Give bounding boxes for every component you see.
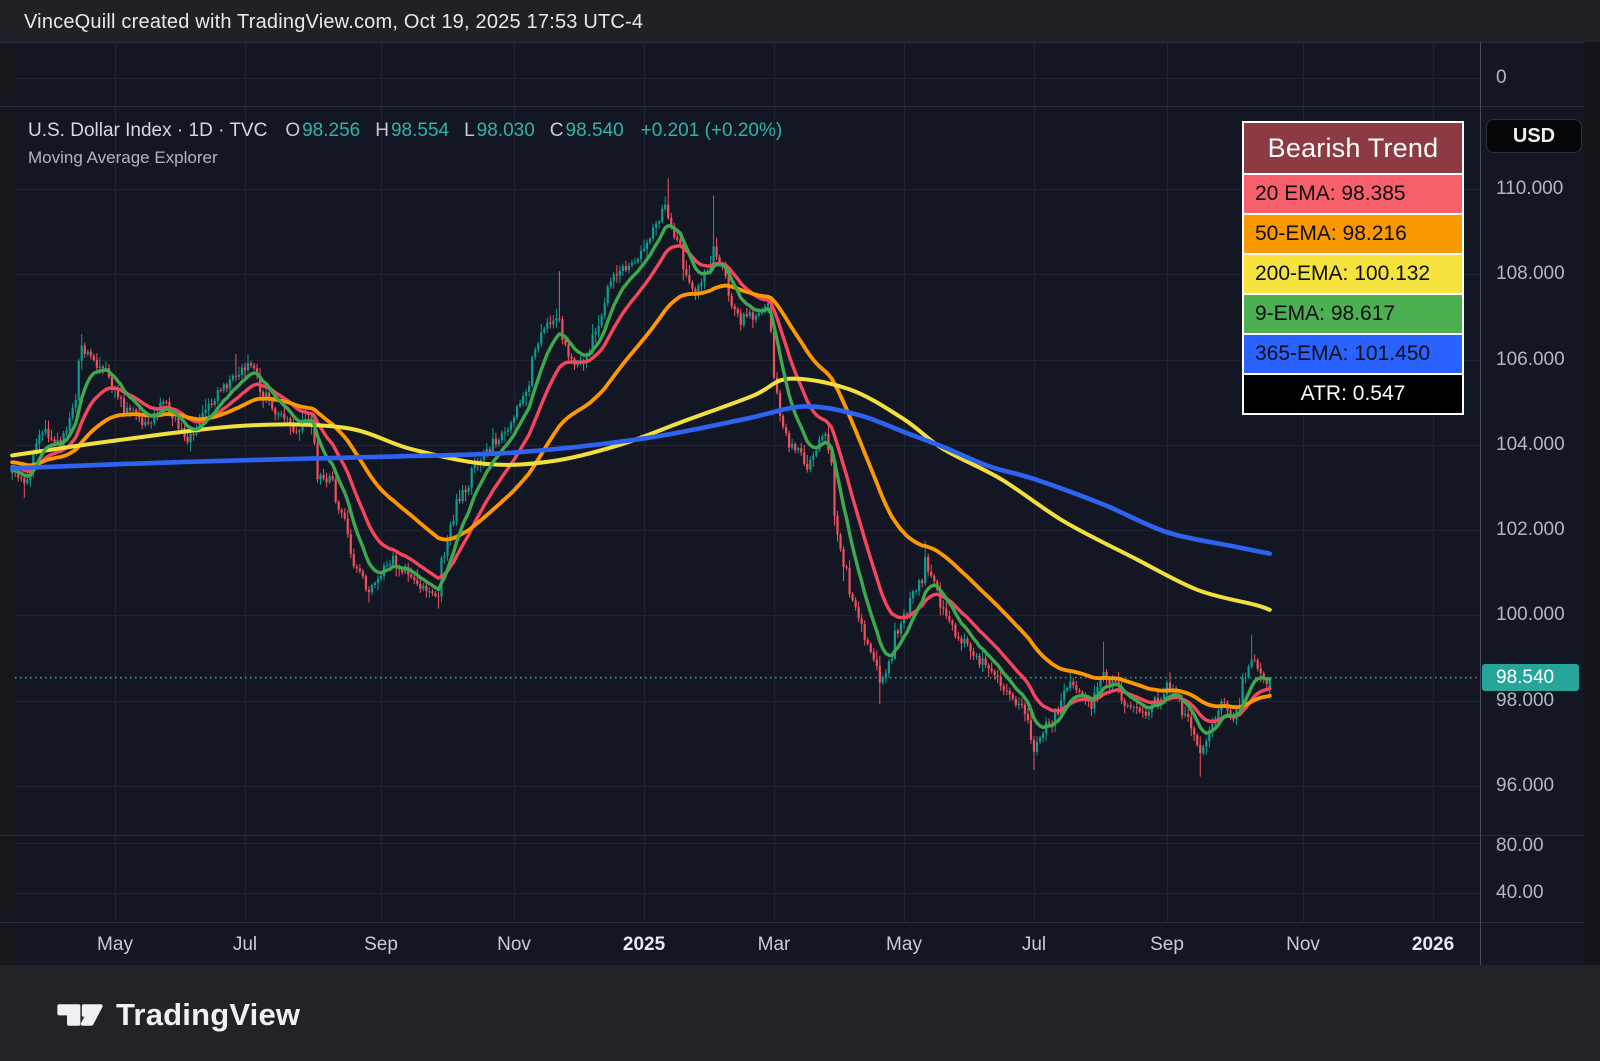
time-axis-label: Mar	[757, 934, 791, 955]
time-axis-label: Jul	[232, 934, 258, 955]
ema-row: 20 EMA: 98.385	[1244, 173, 1462, 213]
ohlc-values: O 98.256 H 98.554 L 98.030 C 98.540	[285, 120, 638, 141]
price-axis-label: 102.000	[1496, 519, 1565, 541]
ohlc-key: C	[549, 120, 564, 141]
ema-row: 9-EMA: 98.617	[1244, 293, 1462, 333]
time-axis-label: Jul	[1021, 934, 1047, 955]
price-axis-label: 98.000	[1496, 689, 1555, 711]
price-axis-label: 108.000	[1496, 263, 1565, 285]
time-axis-label: 2025	[622, 934, 666, 955]
ema-row: 200-EMA: 100.132	[1244, 253, 1462, 293]
footer-strip	[0, 965, 1600, 1061]
lower-pane-axis-label: 40.00	[1496, 882, 1544, 903]
lower-pane-axis-label: 80.00	[1496, 835, 1544, 856]
symbol-title[interactable]: U.S. Dollar Index · 1D · TVC	[28, 120, 268, 141]
indicator-label[interactable]: Moving Average Explorer	[28, 148, 218, 167]
ema-rows: 20 EMA: 98.385 50-EMA: 98.216 200-EMA: 100…	[1244, 173, 1462, 373]
header-strip	[0, 0, 1600, 42]
ema-365-line	[9, 404, 1273, 556]
price-axis-label: 110.000	[1496, 178, 1564, 199]
ema-row: 50-EMA: 98.216	[1244, 213, 1462, 253]
tradingview-glyph-icon	[57, 1004, 103, 1026]
price-axis-label: 106.000	[1496, 348, 1565, 370]
ohlc-value: 98.554	[390, 120, 450, 141]
time-axis-label: Sep	[364, 934, 398, 955]
ohlc-value: 98.030	[476, 120, 535, 141]
tradingview-logo[interactable]: TradingView	[57, 997, 300, 1033]
trend-title: Bearish Trend	[1244, 123, 1462, 173]
ema-200-line	[10, 376, 1272, 612]
atr-row: ATR: 0.547	[1244, 373, 1462, 413]
price-axis-label: 104.000	[1496, 433, 1565, 455]
ema-50-line	[10, 283, 1272, 710]
ema-20-line	[10, 244, 1272, 724]
time-axis-label: Nov	[1286, 934, 1320, 955]
tradingview-wordmark: TradingView	[116, 997, 301, 1032]
price-axis-label: 96.000	[1496, 774, 1555, 796]
time-axis-label: May	[97, 934, 133, 955]
time-axis-label: Sep	[1150, 934, 1184, 955]
currency-button[interactable]: USD	[1486, 119, 1582, 153]
attribution-text: VinceQuill created with TradingView.com,…	[24, 11, 644, 33]
ohlc-key: L	[464, 120, 475, 141]
change-value: +0.201 (+0.20%)	[640, 120, 783, 141]
symbol-bar[interactable]: U.S. Dollar Index · 1D · TVC O 98.256 H 98.5…	[28, 120, 782, 144]
price-axis-label: 100.000	[1496, 604, 1565, 626]
time-axis-label: 2026	[1411, 934, 1455, 955]
ohlc-value: 98.256	[302, 120, 361, 141]
right-margin	[1584, 42, 1600, 965]
ohlc-value: 98.540	[565, 120, 624, 141]
ohlc-key: O	[285, 120, 301, 141]
upper-pane-axis-label: 0	[1496, 67, 1507, 88]
ohlc-key: H	[375, 120, 389, 141]
time-axis-label: May	[886, 934, 922, 955]
trend-info-panel: Bearish Trend 20 EMA: 98.385 50-EMA: 98.2…	[1242, 121, 1464, 415]
ema-row: 365-EMA: 101.450	[1244, 333, 1462, 373]
time-axis-label: Nov	[497, 934, 531, 955]
ema-9-line	[10, 224, 1272, 735]
last-price-badge: 98.540	[1482, 664, 1579, 692]
